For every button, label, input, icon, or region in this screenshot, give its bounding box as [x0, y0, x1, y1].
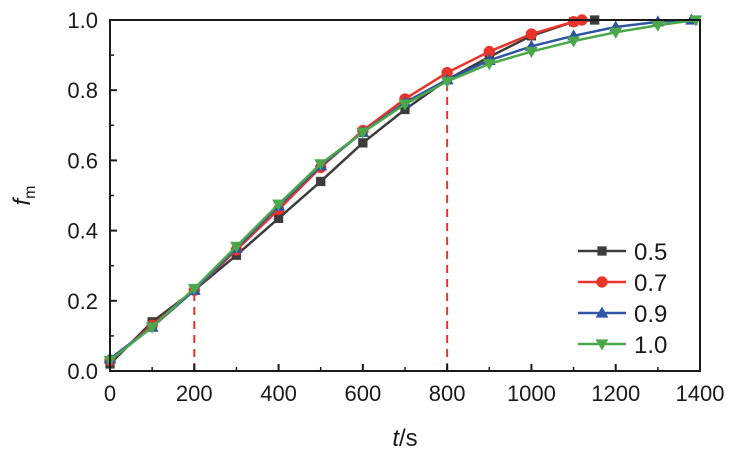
data-point — [524, 46, 538, 59]
legend-item: 1.0 — [578, 332, 667, 359]
series-line — [109, 18, 595, 365]
x-axis-label-rest: /s — [399, 425, 418, 452]
series-0.9 — [103, 13, 699, 364]
series-1.0 — [103, 15, 703, 368]
series-layer — [103, 13, 703, 369]
data-point — [272, 199, 286, 211]
y-tick-label: 1.0 — [67, 8, 98, 33]
legend-item: 0.7 — [578, 270, 667, 297]
y-tick-label: 0.2 — [67, 289, 98, 314]
y-tick-label: 0.8 — [67, 78, 98, 103]
series-0.5 — [105, 15, 600, 369]
x-tick-label: 0 — [104, 381, 116, 406]
x-tick-label: 600 — [344, 381, 381, 406]
legend-label: 1.0 — [634, 332, 667, 359]
series-line — [109, 18, 696, 362]
y-tick-label: 0.4 — [67, 219, 98, 244]
data-point — [525, 28, 538, 40]
x-axis-label: t/s — [392, 425, 417, 452]
data-point — [398, 99, 412, 111]
data-point — [440, 76, 454, 88]
data-point — [314, 159, 328, 171]
x-axis-label-italic: t — [392, 425, 400, 452]
legend-label: 0.9 — [634, 301, 667, 328]
series-0.7 — [104, 14, 588, 367]
series-line — [109, 18, 692, 360]
y-axis-label-main: f — [9, 197, 36, 206]
series-line — [109, 18, 583, 362]
legend-item: 0.5 — [578, 239, 667, 266]
data-point — [567, 36, 581, 48]
x-tick-label: 800 — [429, 381, 466, 406]
y-tick-label: 0.0 — [67, 359, 98, 384]
x-tick-label: 1000 — [507, 381, 556, 406]
data-point — [229, 241, 243, 253]
data-point — [187, 283, 201, 296]
data-point — [145, 322, 159, 334]
legend-marker — [596, 276, 608, 288]
data-point — [609, 27, 623, 39]
y-axis-label: fm — [9, 186, 39, 206]
plot-frame — [109, 19, 701, 372]
legend-marker — [597, 246, 607, 256]
ticks: 0 200 400 600 800 1000 1200 1400 0.0 0.2 0.4 0.6 0.8… — [67, 8, 724, 406]
data-point — [482, 59, 496, 71]
legend-marker — [595, 306, 609, 318]
axis-labels: t/s fm — [9, 186, 418, 452]
x-tick-label: 1400 — [676, 381, 725, 406]
data-point — [356, 127, 370, 139]
legend-item: 0.9 — [578, 301, 667, 328]
data-point — [358, 138, 368, 148]
reference-lines — [193, 79, 449, 371]
legend: 0.5 0.7 0.9 1.0 — [578, 239, 667, 359]
legend-marker — [595, 339, 609, 351]
x-tick-label: 400 — [260, 381, 297, 406]
data-point — [316, 176, 326, 187]
y-tick-label: 0.6 — [67, 148, 98, 173]
x-tick-label: 1200 — [591, 381, 640, 406]
x-tick-label: 200 — [176, 381, 213, 406]
y-axis-label-sub: m — [22, 186, 39, 199]
legend-label: 0.7 — [634, 270, 667, 297]
legend-label: 0.5 — [634, 239, 667, 266]
